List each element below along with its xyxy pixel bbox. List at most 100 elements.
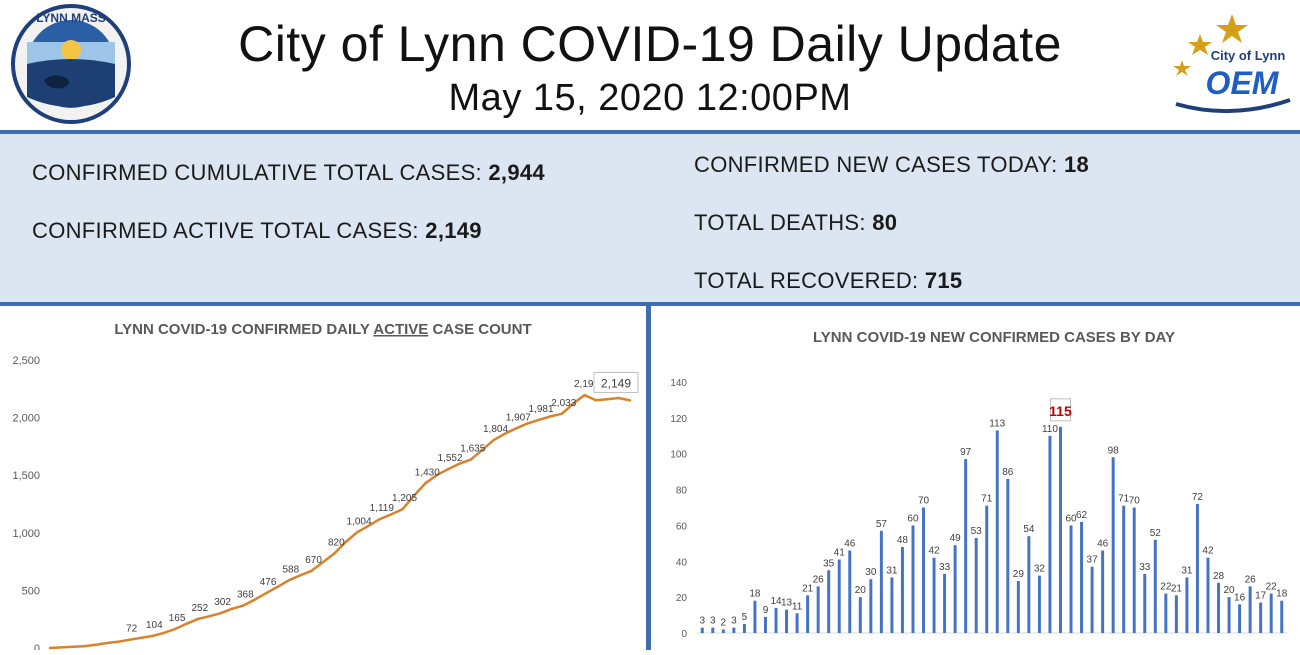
page-subtitle: May 15, 2020 12:00PM [448,77,852,119]
bar [816,586,820,633]
bar [1280,600,1284,633]
bar [795,613,799,633]
line-point [344,540,347,544]
bar-value-label: 26 [1245,574,1257,585]
line-point [503,432,507,435]
bar-value-label: 17 [1255,591,1267,602]
active-chart-title-emph: ACTIVE [373,321,428,338]
data-label: 104 [146,620,163,631]
bar [753,600,757,633]
stat-recovered-label: TOTAL RECOVERED: [694,268,919,293]
data-label: 476 [260,577,277,588]
line-point [469,458,472,461]
bar [711,627,715,633]
bar [848,550,852,633]
stats-divider [0,302,1300,306]
bar-value-label: 41 [834,547,846,558]
bar-value-label: 2 [721,617,727,628]
bar-value-label: 115 [1049,403,1072,419]
line-point [560,412,563,415]
bar-value-label: 57 [876,519,888,530]
bar [700,627,704,633]
stats-panel: CONFIRMED CUMULATIVE TOTAL CASES: 2,944 … [0,134,1300,302]
y-tick-label: 2,500 [12,355,40,367]
bar [943,573,947,633]
line-point [60,646,63,649]
y-tick-label: 80 [676,486,688,497]
line-point [446,468,450,471]
data-label: 1,430 [415,467,440,478]
line-point [583,393,586,397]
bar-value-label: 33 [939,562,951,573]
y-tick-label: 120 [670,414,687,425]
bar-value-label: 52 [1150,528,1162,539]
bar-value-label: 35 [823,558,835,569]
bar [900,546,904,633]
bar [985,505,989,633]
line-point [253,598,256,601]
stat-recovered-value: 715 [924,268,963,293]
bar-value-label: 3 [731,616,737,627]
line-point [173,627,177,631]
bar [1269,593,1273,633]
oem-city-text: City of Lynn [1211,48,1286,63]
y-tick-label: 60 [676,521,688,532]
data-label: 1,635 [460,444,485,455]
bar [869,579,873,633]
line-point [412,494,416,498]
data-label: 72 [126,624,138,635]
line-point [594,399,598,402]
bar-value-label: 71 [1118,494,1130,505]
bar-value-label: 3 [710,616,716,627]
line-point [401,507,404,511]
bar [1217,582,1220,633]
data-label: 302 [214,597,231,608]
line-point [333,552,336,555]
bar-value-label: 37 [1087,555,1099,566]
bar-value-label: 54 [1023,524,1035,535]
last-value-label: 2,149 [601,376,631,390]
bar [932,557,936,633]
bar [911,525,915,633]
bar-value-label: 13 [781,598,793,609]
bar [1069,525,1073,633]
line-point [287,579,291,582]
bar-value-label: 110 [1042,424,1058,435]
line-point [208,615,211,618]
bar [1153,539,1157,633]
line-point [537,418,541,421]
bar [1174,595,1178,633]
data-label: 368 [237,590,254,601]
bar-value-label: 31 [886,565,898,576]
line-point [48,646,52,650]
bar-value-label: 26 [813,574,825,585]
line-point [458,462,461,465]
bar [890,577,894,633]
stat-cumulative: CONFIRMED CUMULATIVE TOTAL CASES: 2,944 [32,160,545,186]
bar [1090,566,1094,633]
data-label: 670 [305,555,322,566]
bar-value-label: 22 [1160,582,1172,593]
bar-value-label: 20 [1223,585,1235,596]
bar-value-label: 32 [1034,564,1046,575]
line-point [298,574,302,577]
stat-cumulative-label: CONFIRMED CUMULATIVE TOTAL CASES: [32,160,482,185]
bar [1195,503,1199,633]
stat-deaths-value: 80 [872,210,898,235]
stat-new-value: 18 [1063,152,1090,177]
bar [879,530,883,633]
active-cases-panel: LYNN COVID-19 CONFIRMED DAILY ACTIVE CAS… [0,306,646,655]
bar [1027,536,1031,633]
line-point [151,634,154,638]
stat-new: CONFIRMED NEW CASES TODAY: 18 [694,152,1089,178]
bar [806,595,810,633]
data-label: 252 [191,603,208,614]
oem-abbr-text: OEM [1206,65,1280,101]
bar [1059,426,1062,633]
bar [742,624,746,633]
bar [995,430,999,633]
bar [1048,435,1052,633]
stat-new-label: CONFIRMED NEW CASES TODAY: [694,152,1058,177]
line-point [185,622,188,626]
data-label: 2,195 [574,379,599,390]
